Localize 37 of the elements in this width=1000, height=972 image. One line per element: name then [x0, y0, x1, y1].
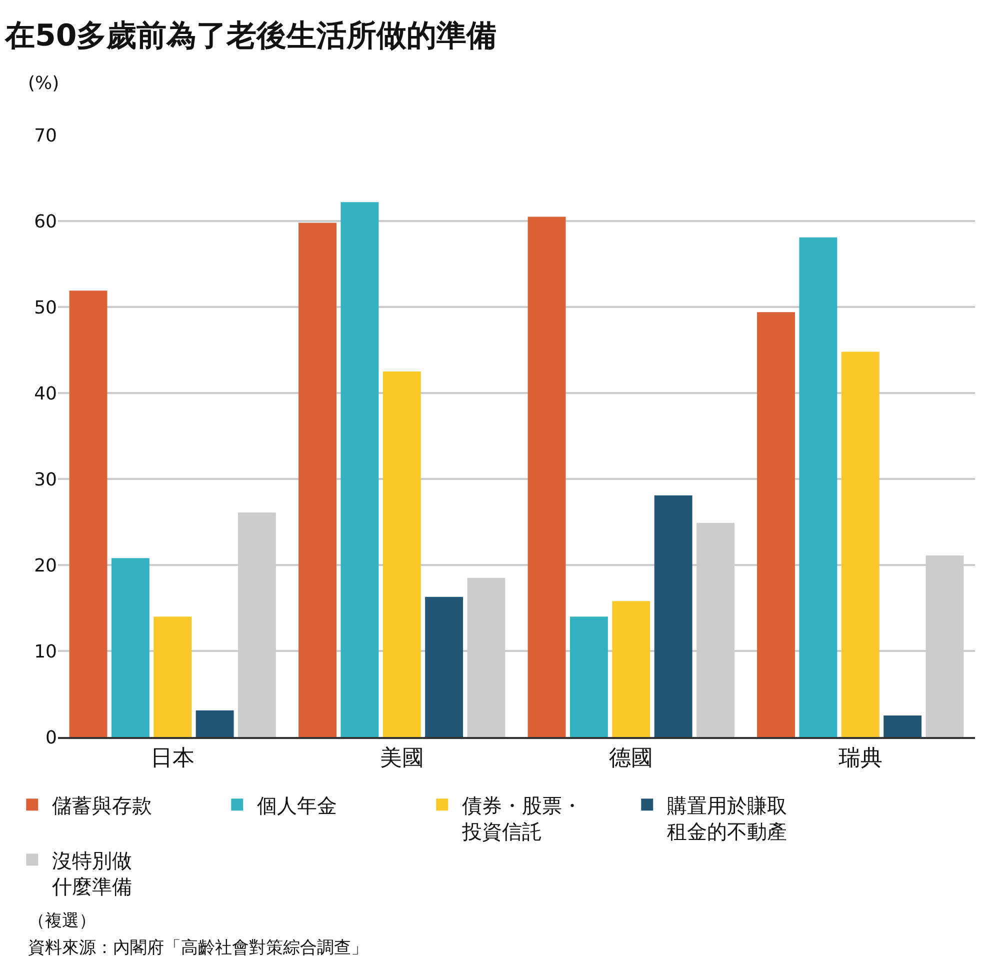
- text: （複選）: [28, 911, 96, 931]
- y-tick-label: 60: [34, 211, 57, 232]
- chart-title: 在50多歲前為了老後生活所做的準備: [4, 18, 497, 54]
- legend-label: 個人年金: [257, 793, 338, 818]
- bar: [196, 710, 234, 737]
- y-tick-label: 70: [34, 125, 57, 146]
- bar: [382, 372, 421, 737]
- bar: [841, 352, 880, 737]
- x-tick-label: 瑞典: [838, 746, 882, 772]
- y-tick-label: 40: [34, 383, 57, 404]
- bar: [528, 216, 566, 737]
- y-tick-label: 30: [34, 469, 57, 490]
- y-tick-label: 50: [34, 297, 57, 318]
- x-tick-label: 日本: [150, 746, 195, 772]
- bar: [612, 601, 650, 737]
- bar: [570, 616, 608, 737]
- bar: [69, 290, 108, 737]
- bar: [884, 716, 922, 737]
- y-axis-title: (%): [28, 73, 60, 94]
- y-tick-label: 10: [34, 641, 57, 662]
- legend-label: 沒特別做什麼準備: [51, 848, 132, 898]
- bar: [654, 495, 692, 737]
- bar: [799, 237, 838, 737]
- legend-label: 債券・股票・投資信託: [461, 793, 582, 844]
- bar: [757, 312, 795, 737]
- source-note: 資料來源：內閣府「高齡社會對策綜合調查」: [28, 938, 368, 958]
- bar: [298, 222, 336, 737]
- bar: [425, 596, 464, 737]
- x-tick-label: 美國: [380, 746, 424, 772]
- y-tick-label: 20: [34, 555, 57, 576]
- bar: [154, 616, 192, 737]
- legend-label: 儲蓄與存款: [52, 793, 152, 818]
- bar: [340, 202, 379, 737]
- legend-label: 購置用於賺取租金的不動產: [667, 793, 788, 844]
- x-tick-label: 德國: [609, 746, 654, 772]
- bar: [111, 558, 150, 737]
- y-tick-label: 0: [46, 727, 57, 748]
